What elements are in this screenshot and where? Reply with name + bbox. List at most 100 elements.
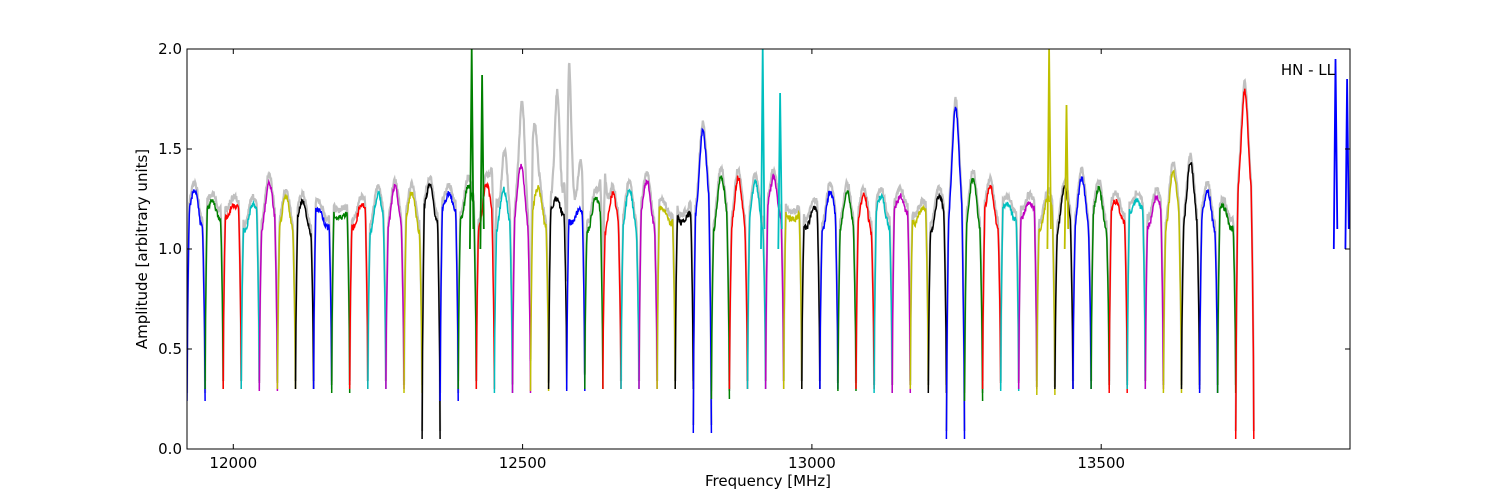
channel-trace xyxy=(981,184,1002,390)
background-trace xyxy=(240,193,261,382)
background-trace xyxy=(782,203,803,382)
channel-trace xyxy=(1072,176,1092,390)
channel-trace xyxy=(710,175,731,400)
channel-trace xyxy=(330,211,351,394)
spike-mark xyxy=(1063,104,1070,250)
background-trace xyxy=(493,146,514,385)
channel-trace xyxy=(187,188,206,402)
channel-trace xyxy=(945,106,966,440)
background-trace xyxy=(891,183,912,386)
channel-trace xyxy=(439,191,459,402)
background-trace xyxy=(312,196,333,382)
channel-trace xyxy=(999,201,1020,392)
tick-labels: 12000 12500 13000 13500 0.0 0.5 1.0 1.5 2.0 xyxy=(158,40,1125,472)
x-tick-label: 13500 xyxy=(1077,454,1125,472)
channel-trace xyxy=(674,210,695,390)
background-trace xyxy=(222,191,243,382)
background-trace xyxy=(927,183,948,386)
spike-mark xyxy=(1332,58,1339,250)
channel-trace xyxy=(602,191,622,390)
background-trace xyxy=(276,189,297,382)
background-trace xyxy=(511,100,532,385)
channel-trace xyxy=(493,186,514,394)
annotation-label: HN - LL xyxy=(1281,61,1336,79)
channel-trace xyxy=(819,190,839,390)
channel-trace xyxy=(1017,201,1038,390)
background-trace xyxy=(1144,186,1165,382)
channel-trace xyxy=(638,178,658,390)
spike-mark xyxy=(760,49,766,250)
channel-trace xyxy=(837,190,857,392)
channel-trace xyxy=(511,163,532,394)
channel-trace xyxy=(565,205,586,392)
spike-mark xyxy=(469,49,475,250)
channel-trace xyxy=(927,192,948,394)
background-trace xyxy=(1216,194,1237,386)
channel-trace xyxy=(348,203,369,390)
background-trace xyxy=(674,199,695,382)
background-trace xyxy=(728,165,749,382)
background-trace xyxy=(746,170,767,382)
channel-trace xyxy=(782,209,803,390)
channel-trace xyxy=(1162,169,1183,394)
channel-trace xyxy=(367,190,387,390)
background-trace xyxy=(854,183,876,382)
background-trace xyxy=(800,196,821,382)
channel-trace xyxy=(222,203,242,390)
channel-trace xyxy=(1234,88,1255,440)
background-trace xyxy=(475,166,496,382)
background-trace xyxy=(330,201,351,386)
background-trace xyxy=(1071,166,1093,382)
background-trace xyxy=(583,179,604,373)
spike-mark xyxy=(777,92,783,250)
background-trace xyxy=(1017,188,1038,382)
background-trace xyxy=(421,174,442,432)
spike-mark xyxy=(479,74,485,250)
y-tick-label: 0.5 xyxy=(158,340,182,358)
channel-trace xyxy=(909,204,930,390)
background-trace xyxy=(764,165,785,382)
y-tick-label: 2.0 xyxy=(158,40,182,58)
background-trace xyxy=(963,168,984,394)
background-trace xyxy=(1035,187,1056,388)
x-tick-label: 12000 xyxy=(209,454,257,472)
background-trace xyxy=(981,172,1002,382)
channel-trace xyxy=(963,177,984,402)
channel-trace xyxy=(1216,202,1237,394)
channel-trace xyxy=(692,127,713,434)
background-trace xyxy=(565,62,586,375)
channel-trace xyxy=(475,181,496,390)
channel-trace xyxy=(873,192,893,394)
spike-mark xyxy=(1344,78,1350,250)
channel-trace xyxy=(240,199,261,390)
channel-trace xyxy=(1144,194,1165,390)
channel-trace xyxy=(276,193,297,390)
x-tick-label: 12500 xyxy=(499,454,547,472)
background-trace xyxy=(402,177,424,386)
background-trace xyxy=(656,193,677,382)
background-trace xyxy=(187,177,207,394)
channel-trace xyxy=(891,193,912,394)
channel-trace xyxy=(547,196,568,390)
channel-trace xyxy=(312,206,333,390)
channel-trace xyxy=(421,182,441,440)
axis-ticks xyxy=(187,48,1350,450)
background-trace xyxy=(1108,190,1129,386)
background-trace xyxy=(873,187,894,386)
channel-trace xyxy=(1090,185,1110,390)
channel-trace xyxy=(746,179,767,390)
x-tick-label: 13000 xyxy=(788,454,836,472)
y-tick-label: 1.0 xyxy=(158,240,182,258)
plot-background xyxy=(187,49,1350,449)
background-trace xyxy=(1126,190,1147,382)
channel-trace xyxy=(258,178,279,392)
channel-trace xyxy=(529,185,550,392)
channel-trace xyxy=(1126,197,1147,390)
channel-trace xyxy=(584,196,604,390)
channel-trace xyxy=(403,190,423,394)
channel-trace xyxy=(1036,194,1056,396)
channel-trace xyxy=(728,175,749,390)
background-trace xyxy=(1053,175,1075,382)
channel-trace xyxy=(204,199,224,390)
